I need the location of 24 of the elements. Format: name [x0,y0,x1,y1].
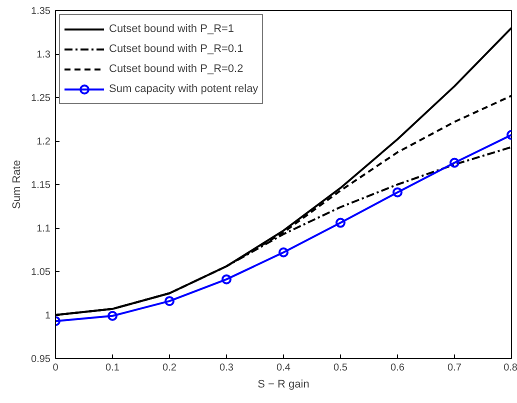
legend-label: Sum capacity with potent relay [109,82,258,96]
x-tick-label: 0.2 [162,362,177,374]
x-axis-title: S − R gain [258,378,310,390]
x-tick-label: 0.1 [106,362,120,374]
y-tick-label: 1.15 [31,180,51,191]
y-tick-label: 0.95 [31,354,51,365]
y-tick-label: 1.2 [36,136,51,148]
x-tick-label: 0.4 [276,362,291,374]
legend-label: Cutset bound with P_R=0.1 [109,42,244,56]
x-tick-label: 0.7 [448,362,462,374]
y-tick-label: 1 [44,310,51,322]
x-tick-label: 0 [52,362,59,374]
x-tick-label: 0.5 [334,362,348,374]
legend-label: Cutset bound with P_R=0.2 [109,62,244,76]
x-tick-label: 0.3 [220,362,234,374]
y-axis-title: Sum Rate [11,160,24,209]
legend-label: Cutset bound with P_R=1 [109,22,234,36]
y-tick-label: 1.3 [36,50,51,60]
y-tick-label: 1.35 [31,6,51,17]
x-tick-label: 0.6 [390,362,405,374]
y-tick-label: 1.1 [36,224,51,234]
y-tick-label: 1.05 [31,267,51,278]
x-tick-label: 0.8 [504,362,517,374]
y-tick-label: 1.25 [31,93,51,104]
